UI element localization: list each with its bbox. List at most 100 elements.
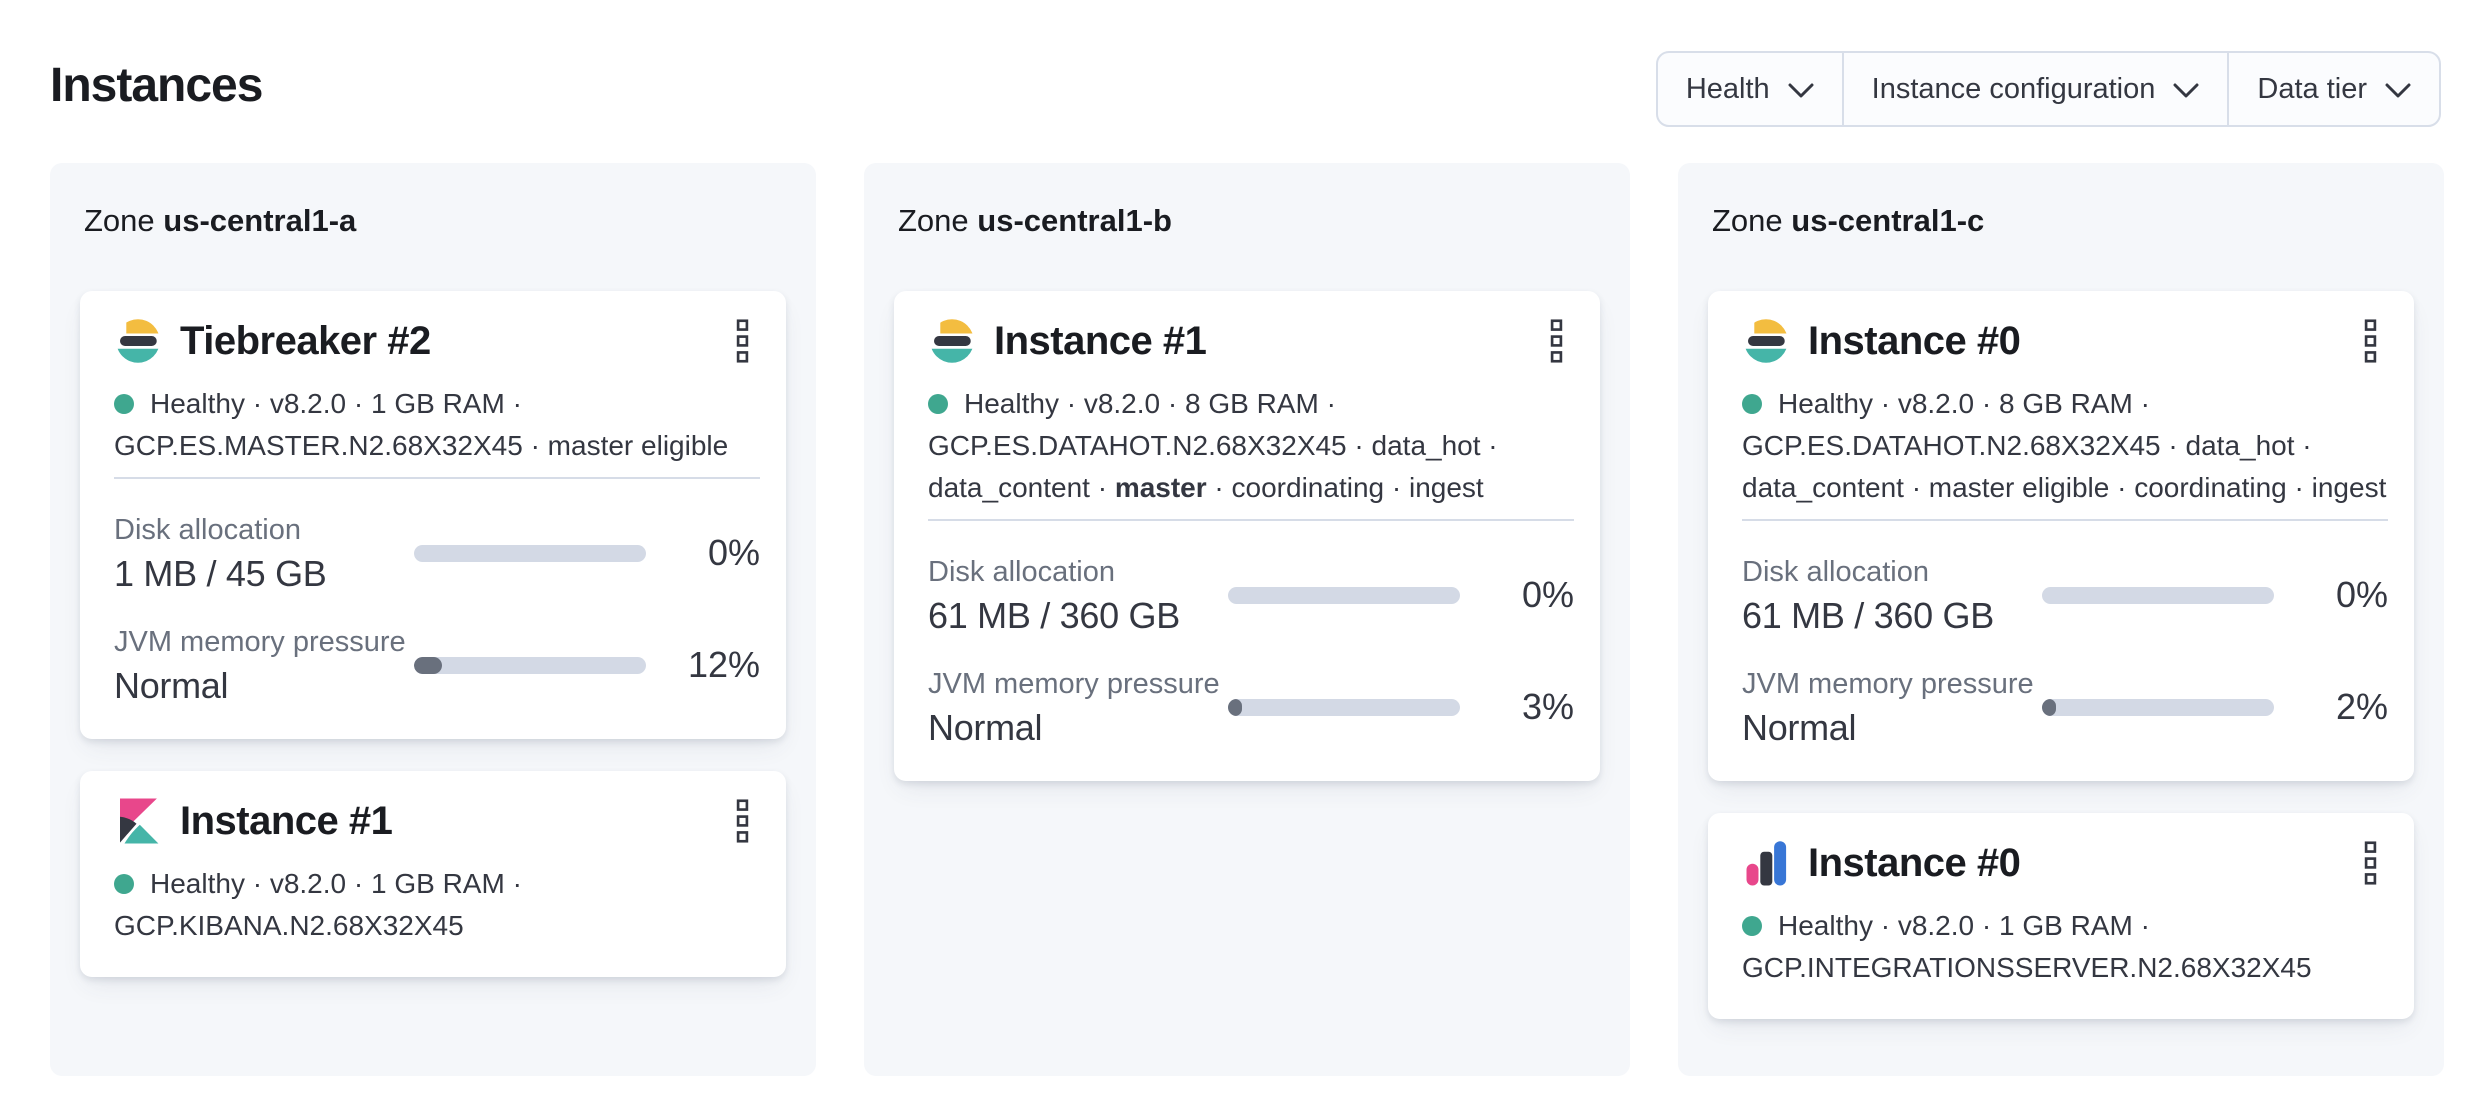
elasticsearch-logo-icon bbox=[931, 319, 973, 363]
divider bbox=[1742, 519, 2388, 521]
instance-status: Healthy · v8.2.0 · 1 GB RAM · GCP.ES.MAS… bbox=[114, 383, 760, 467]
jvm-pressure-bar bbox=[1228, 698, 1460, 716]
card-header: Instance #0 bbox=[1742, 839, 2388, 887]
zone-label-prefix: Zone bbox=[898, 203, 969, 238]
instance-menu-button[interactable] bbox=[725, 317, 760, 365]
health-dot-icon bbox=[928, 394, 948, 414]
status-line-2: GCP.INTEGRATIONSSERVER.N2.68X32X45 bbox=[1742, 952, 2312, 983]
elasticsearch-logo-icon bbox=[117, 319, 159, 363]
status-line-1: Healthy · v8.2.0 · 1 GB RAM · bbox=[1778, 910, 2150, 941]
instance-card-es-1: Instance #1 Healthy · v8.2.0 · 8 GB RAM … bbox=[894, 291, 1600, 781]
metric-text: JVM memory pressure Normal bbox=[928, 663, 1228, 751]
chevron-down-icon bbox=[2385, 83, 2411, 97]
health-dot-icon bbox=[114, 394, 134, 414]
instance-menu-button[interactable] bbox=[2353, 317, 2388, 365]
filter-instance-configuration-button[interactable]: Instance configuration bbox=[1841, 53, 2228, 125]
disk-allocation-label: Disk allocation bbox=[1742, 556, 1929, 588]
disk-usage-percent: 0% bbox=[2335, 574, 2388, 615]
zone-label: Zone us-central1-a bbox=[84, 197, 786, 245]
disk-allocation-value: 61 MB / 360 GB bbox=[1742, 595, 1994, 636]
card-header: Instance #0 bbox=[1742, 317, 2388, 365]
metric-text: Disk allocation 1 MB / 45 GB bbox=[114, 509, 414, 597]
jvm-pressure-bar-fill bbox=[1228, 698, 1242, 716]
health-dot-icon bbox=[1742, 394, 1762, 414]
health-dot-icon bbox=[1742, 916, 1762, 936]
instance-title: Instance #1 bbox=[994, 318, 1207, 363]
disk-usage-bar bbox=[2042, 586, 2274, 604]
zone-label: Zone us-central1-b bbox=[898, 197, 1600, 245]
instance-card-integrations-0: Instance #0 Healthy · v8.2.0 · 1 GB RAM … bbox=[1708, 813, 2414, 1019]
instance-title: Instance #0 bbox=[1808, 840, 2021, 885]
zone-name: us-central1-a bbox=[163, 203, 357, 238]
disk-allocation-value: 61 MB / 360 GB bbox=[928, 595, 1180, 636]
instance-card-kibana-1: Instance #1 Healthy · v8.2.0 · 1 GB RAM … bbox=[80, 771, 786, 977]
status-line-2: GCP.ES.MASTER.N2.68X32X45 · master eligi… bbox=[114, 430, 729, 461]
chevron-down-icon bbox=[2173, 83, 2199, 97]
integrations-server-logo-icon bbox=[1746, 841, 1787, 886]
jvm-pressure-bar bbox=[414, 656, 646, 674]
instance-title: Instance #0 bbox=[1808, 318, 2021, 363]
jvm-pressure-label: JVM memory pressure bbox=[1742, 668, 2034, 700]
instance-menu-button[interactable] bbox=[2353, 839, 2388, 887]
health-dot-icon bbox=[114, 874, 134, 894]
status-line-1: Healthy · v8.2.0 · 1 GB RAM · bbox=[150, 868, 522, 899]
disk-allocation-label: Disk allocation bbox=[114, 514, 301, 546]
disk-usage-bar bbox=[414, 544, 646, 562]
jvm-pressure-value: Normal bbox=[928, 707, 1043, 748]
instance-menu-button[interactable] bbox=[725, 797, 760, 845]
instance-menu-button[interactable] bbox=[1539, 317, 1574, 365]
instance-card-tiebreaker-2: Tiebreaker #2 Healthy · v8.2.0 · 1 GB RA… bbox=[80, 291, 786, 739]
disk-allocation-metric: Disk allocation 61 MB / 360 GB 0% bbox=[1742, 551, 2388, 639]
jvm-pressure-bar bbox=[2042, 698, 2274, 716]
zones-row: Zone us-central1-a Tiebreaker #2 bbox=[50, 163, 2444, 1076]
filter-group: Health Instance configuration Data tier bbox=[1655, 51, 2441, 127]
instance-title: Tiebreaker #2 bbox=[180, 318, 431, 363]
jvm-pressure-label: JVM memory pressure bbox=[928, 668, 1220, 700]
jvm-pressure-percent: 12% bbox=[687, 644, 760, 685]
metric-text: Disk allocation 61 MB / 360 GB bbox=[928, 551, 1228, 639]
boxes-vertical-icon bbox=[1550, 319, 1563, 363]
filter-instance-configuration-label: Instance configuration bbox=[1871, 72, 2156, 105]
page-title: Instances bbox=[50, 59, 263, 112]
status-line-3: data_content · master eligible · coordin… bbox=[1742, 472, 2387, 503]
elasticsearch-logo-icon bbox=[1745, 319, 1787, 363]
card-header: Tiebreaker #2 bbox=[114, 317, 760, 365]
instance-status: Healthy · v8.2.0 · 8 GB RAM · GCP.ES.DAT… bbox=[1742, 383, 2388, 509]
zone-label: Zone us-central1-c bbox=[1712, 197, 2414, 245]
zone-panel-us-central1-b: Zone us-central1-b Instance #1 bbox=[864, 163, 1630, 1076]
instance-status: Healthy · v8.2.0 · 1 GB RAM · GCP.KIBANA… bbox=[114, 863, 760, 947]
status-line-2: GCP.ES.DATAHOT.N2.68X32X45 · data_hot · bbox=[928, 430, 1498, 461]
boxes-vertical-icon bbox=[736, 319, 749, 363]
jvm-pressure-value: Normal bbox=[114, 665, 229, 706]
zone-panel-us-central1-a: Zone us-central1-a Tiebreaker #2 bbox=[50, 163, 816, 1076]
jvm-pressure-bar-fill bbox=[2042, 698, 2056, 716]
zone-name: us-central1-c bbox=[1791, 203, 1985, 238]
kibana-logo-icon bbox=[120, 798, 159, 844]
divider bbox=[928, 519, 1574, 521]
jvm-pressure-percent: 2% bbox=[2335, 686, 2388, 727]
boxes-vertical-icon bbox=[2364, 319, 2377, 363]
disk-usage-percent: 0% bbox=[1521, 574, 1574, 615]
metric-text: JVM memory pressure Normal bbox=[1742, 663, 2042, 751]
zone-panel-us-central1-c: Zone us-central1-c Instance #0 bbox=[1678, 163, 2444, 1076]
status-line-2: GCP.ES.DATAHOT.N2.68X32X45 · data_hot · bbox=[1742, 430, 2312, 461]
disk-usage-percent: 0% bbox=[707, 532, 760, 573]
disk-usage-bar bbox=[1228, 586, 1460, 604]
status-line-2: GCP.KIBANA.N2.68X32X45 bbox=[114, 910, 464, 941]
jvm-memory-pressure-metric: JVM memory pressure Normal 3% bbox=[928, 663, 1574, 751]
filter-data-tier-button[interactable]: Data tier bbox=[2227, 53, 2439, 125]
status-line-3: data_content · master · coordinating · i… bbox=[928, 472, 1484, 503]
instance-card-es-0: Instance #0 Healthy · v8.2.0 · 8 GB RAM … bbox=[1708, 291, 2414, 781]
zone-label-prefix: Zone bbox=[1712, 203, 1783, 238]
boxes-vertical-icon bbox=[2364, 841, 2377, 885]
boxes-vertical-icon bbox=[736, 799, 749, 843]
card-header: Instance #1 bbox=[928, 317, 1574, 365]
jvm-memory-pressure-metric: JVM memory pressure Normal 2% bbox=[1742, 663, 2388, 751]
filter-health-button[interactable]: Health bbox=[1658, 53, 1842, 125]
jvm-pressure-percent: 3% bbox=[1521, 686, 1574, 727]
status-line-1: Healthy · v8.2.0 · 8 GB RAM · bbox=[964, 388, 1336, 419]
filter-health-label: Health bbox=[1685, 72, 1770, 105]
instance-title: Instance #1 bbox=[180, 798, 393, 843]
filter-data-tier-label: Data tier bbox=[2257, 72, 2367, 105]
